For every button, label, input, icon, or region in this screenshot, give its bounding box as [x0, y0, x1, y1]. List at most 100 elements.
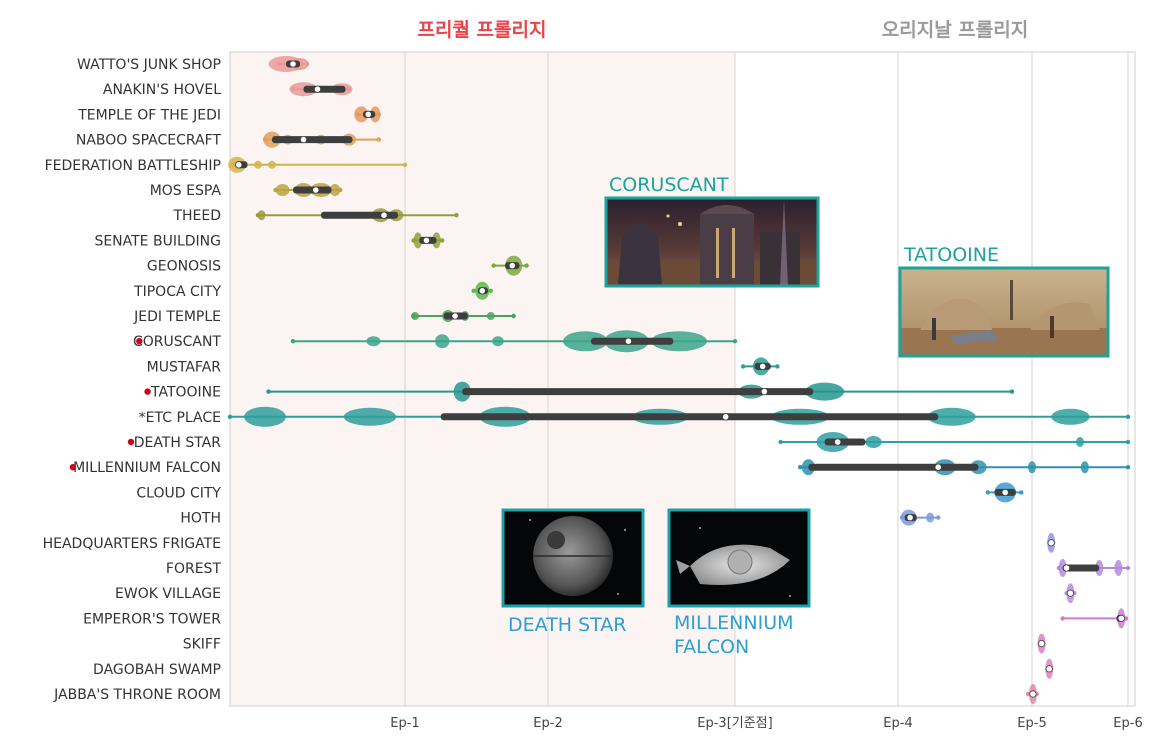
- violin-iqr: [303, 85, 346, 93]
- highlight-marker: [127, 438, 135, 446]
- tatooine-frame: [898, 266, 1110, 358]
- violin-median: [1047, 539, 1055, 547]
- violin-iqr: [440, 413, 939, 421]
- violin-median: [934, 463, 942, 471]
- violin: [228, 156, 408, 173]
- violin-density: [1051, 408, 1090, 425]
- violin-max: [488, 288, 493, 293]
- violin-min: [290, 87, 296, 92]
- plot-frame: [229, 51, 1136, 707]
- era-label-prequel: 프리퀄 프롤리지: [418, 19, 547, 41]
- row-label: MILLENNIUM FALCON: [73, 460, 221, 476]
- violin-min: [411, 313, 416, 319]
- callout-label-tatooine: TATOOINE: [903, 244, 999, 266]
- violin-iqr: [462, 388, 814, 396]
- violin-median: [1029, 690, 1037, 698]
- violin: [273, 183, 343, 197]
- violin-median: [759, 362, 767, 370]
- violin-min: [255, 213, 261, 218]
- violin-median: [624, 337, 633, 345]
- row-label: GEONOSIS: [147, 259, 221, 275]
- callout-label-line: MILLENNIUM: [674, 612, 794, 634]
- millennium-falcon-photo: [669, 510, 809, 606]
- row-label: JEDI TEMPLE: [133, 309, 221, 325]
- coruscant-frame: [604, 196, 820, 288]
- x-tick-label: Ep-3[기준점]: [697, 716, 772, 731]
- callout-label-line: FALCON: [674, 636, 749, 658]
- violin: [1064, 583, 1077, 604]
- violin-density: [650, 331, 707, 352]
- highlight-marker: [136, 338, 143, 345]
- violin-max: [936, 515, 941, 520]
- row-label: THEED: [172, 208, 221, 224]
- violin-median: [364, 110, 372, 119]
- violin-iqr: [824, 438, 866, 446]
- violin: [491, 255, 529, 276]
- violin-density: [865, 436, 882, 448]
- coruscant-photo: [606, 198, 818, 286]
- row-label: EMPEROR'S TOWER: [83, 611, 221, 627]
- tatooine-photo: [900, 268, 1108, 356]
- violin-min: [985, 490, 990, 495]
- violin-min: [273, 187, 278, 193]
- violin-max: [402, 162, 408, 167]
- violin-max: [338, 187, 343, 193]
- violin: [899, 509, 941, 526]
- violin-max: [1125, 565, 1131, 571]
- row-label: WATTO'S JUNK SHOP: [77, 57, 221, 73]
- row-label: DAGOBAH SWAMP: [93, 662, 221, 678]
- callout-tatooine: TATOOINE: [898, 244, 1110, 358]
- violins: [227, 56, 1131, 704]
- row-label: SENATE BUILDING: [94, 233, 221, 249]
- row-label: TIPOCA CITY: [133, 284, 221, 300]
- row-label: DEATH STAR: [134, 435, 222, 451]
- violin-density: [926, 512, 935, 523]
- violin-median: [1117, 614, 1125, 623]
- row-label: CLOUD CITY: [136, 485, 221, 501]
- violin-median: [1001, 488, 1009, 496]
- violin-median: [834, 438, 842, 446]
- violin-max: [376, 137, 381, 142]
- violin-median: [1038, 639, 1046, 648]
- row-label: JABBA'S THRONE ROOM: [53, 687, 221, 703]
- violin: [290, 330, 738, 353]
- violin-min: [899, 515, 905, 520]
- row-labels: WATTO'S JUNK SHOP ANAKIN'S HOVEL TEMPLE OF…: [43, 57, 222, 703]
- highlight-marker: [144, 388, 151, 395]
- violin-density: [805, 382, 845, 401]
- highlight-marker: [69, 464, 77, 471]
- x-tick-label: Ep-5: [1017, 716, 1046, 731]
- violin-median: [313, 85, 322, 93]
- violin-min: [471, 288, 476, 293]
- violin-median: [722, 413, 730, 421]
- violin-min: [491, 263, 496, 268]
- violin-min: [227, 414, 233, 419]
- violin: [1025, 684, 1040, 704]
- violin-max: [346, 87, 352, 92]
- violin-iqr: [321, 211, 398, 219]
- violin-min: [355, 112, 360, 117]
- violin-median: [1045, 665, 1053, 673]
- violin-density: [268, 160, 276, 169]
- violin-density: [354, 106, 369, 123]
- violin-median: [1062, 564, 1071, 572]
- violin-median: [760, 387, 768, 396]
- x-tick-label: Ep-4: [883, 716, 912, 731]
- era-label-original: 오리지날 프롤리지: [882, 19, 1028, 41]
- violin-iqr: [591, 337, 674, 345]
- violin-max: [524, 263, 529, 268]
- violin: [778, 432, 1131, 452]
- violin-density: [1080, 461, 1089, 474]
- row-label: TATOOINE: [150, 385, 221, 401]
- millennium-falcon-frame: [667, 508, 811, 608]
- violin: [740, 357, 780, 376]
- callout-death-star: DEATH STAR: [501, 508, 645, 636]
- violin-density: [1114, 560, 1123, 576]
- violin-density: [254, 160, 262, 169]
- row-label: *ETC PLACE: [139, 410, 221, 426]
- violin-min: [276, 61, 282, 67]
- x-tick-label: Ep-1: [390, 716, 419, 731]
- violin-min: [266, 389, 271, 394]
- x-axis-ticks: Ep-1 Ep-2 Ep-3[기준점] Ep-4 Ep-5 Ep-6: [390, 716, 1142, 731]
